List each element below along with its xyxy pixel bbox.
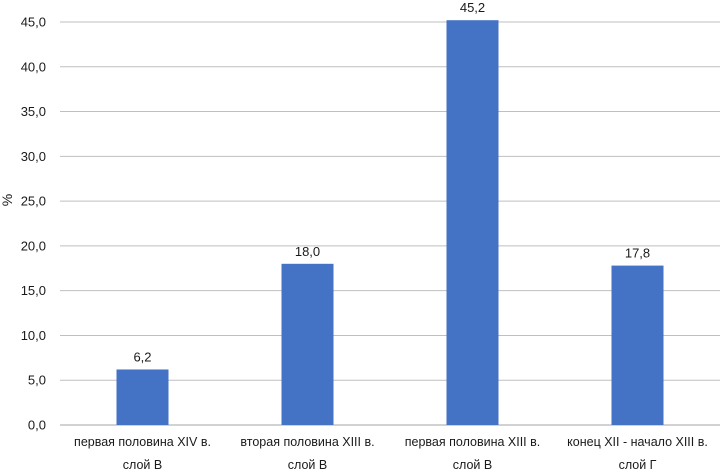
category-label: вторая половина XIII в. — [240, 435, 374, 449]
bars — [116, 20, 664, 425]
y-tick-label: 5,0 — [28, 373, 46, 388]
category-label: первая половина XIII в. — [405, 435, 541, 449]
bar — [611, 265, 664, 425]
y-axis-label: % — [0, 194, 15, 206]
category-labels: первая половина XIV в. слой В вторая полов… — [74, 435, 708, 472]
y-tick-label: 30,0 — [21, 149, 46, 164]
y-tick-label: 40,0 — [21, 59, 46, 74]
data-label: 17,8 — [625, 246, 650, 261]
bar — [446, 20, 499, 425]
bar — [281, 263, 334, 425]
y-tick-label: 15,0 — [21, 283, 46, 298]
y-tick-label: 25,0 — [21, 194, 46, 209]
category-sublabel: слой Г — [619, 458, 657, 472]
data-label: 18,0 — [295, 244, 320, 259]
category-label: первая половина XIV в. — [74, 435, 211, 449]
y-tick-labels: 0,0 5,0 10,0 15,0 20,0 25,0 30,0 35,0 40,0 45,0 — [21, 15, 46, 433]
y-tick-label: 20,0 — [21, 238, 46, 253]
data-labels: 6,2 18,0 45,2 17,8 — [133, 0, 650, 364]
data-label: 45,2 — [460, 0, 485, 15]
data-label: 6,2 — [133, 349, 151, 364]
category-label: конец XII - начало XIII в. — [567, 435, 708, 449]
y-tick-label: 45,0 — [21, 15, 46, 30]
category-sublabel: слой В — [123, 458, 162, 472]
bar — [116, 369, 169, 425]
gridlines — [60, 21, 720, 426]
y-tick-label: 35,0 — [21, 104, 46, 119]
y-tick-label: 10,0 — [21, 328, 46, 343]
y-tick-label: 0,0 — [28, 418, 46, 433]
category-sublabel: слой В — [453, 458, 492, 472]
category-sublabel: слой В — [288, 458, 327, 472]
